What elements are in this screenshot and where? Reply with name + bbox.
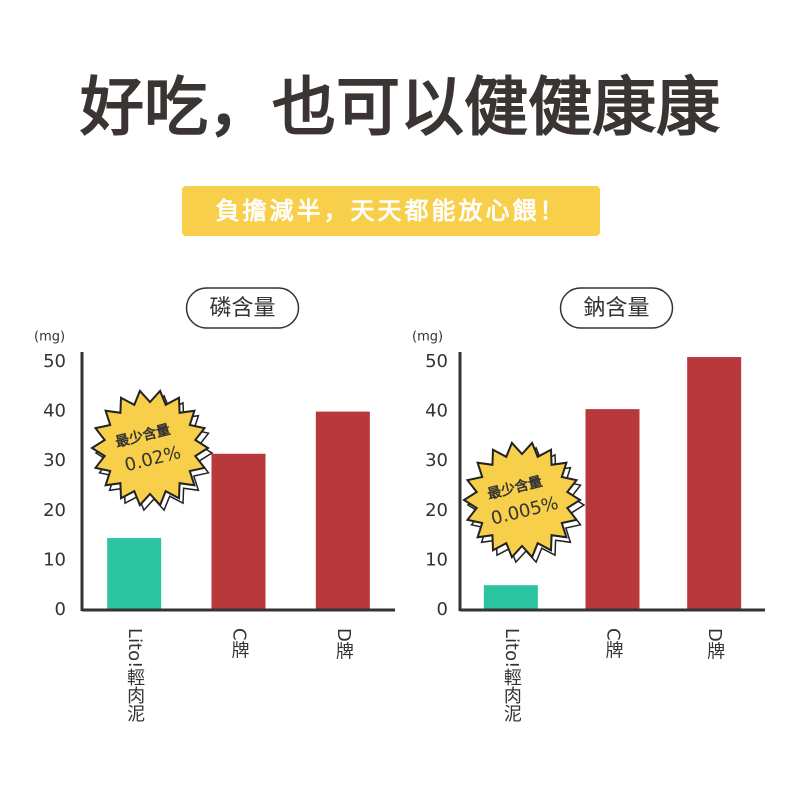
y-tick-label: 10 (43, 549, 66, 570)
y-tick-label: 30 (425, 450, 448, 471)
bar (107, 538, 162, 610)
main-title: 好吃，也可以健健康康 (79, 72, 720, 146)
y-tick-label: 50 (425, 351, 448, 372)
y-tick-label: 20 (425, 500, 448, 521)
x-tick-label: Lito!輕肉泥 (501, 628, 522, 722)
chart-title-pill (185, 287, 300, 329)
badge (462, 441, 582, 559)
y-unit: (mg) (34, 330, 65, 345)
subtitle-box (182, 186, 600, 236)
y-unit: (mg) (412, 330, 443, 345)
chart-title: 磷含量 (209, 296, 275, 321)
chart-title-pill (559, 287, 674, 329)
x-tick-label: D牌 (333, 628, 354, 660)
subtitle: 負擔減半，天天都能放心餵！ (216, 197, 567, 225)
y-tick-label: 40 (43, 401, 66, 422)
bar (483, 585, 538, 610)
y-tick-label: 40 (425, 401, 448, 422)
y-tick-label: 30 (43, 450, 66, 471)
x-tick-label: D牌 (704, 628, 725, 660)
x-tick-label: C牌 (603, 628, 624, 659)
y-tick-label: 10 (425, 549, 448, 570)
y-tick-label: 0 (437, 599, 448, 620)
x-tick-label: Lito!輕肉泥 (124, 628, 145, 722)
bar (315, 411, 370, 610)
badge (90, 389, 210, 507)
y-tick-label: 0 (55, 599, 66, 620)
chart-title: 鈉含量 (583, 296, 649, 321)
bar (687, 357, 742, 610)
y-tick-label: 20 (43, 500, 66, 521)
bar (585, 409, 640, 610)
bar (211, 453, 266, 610)
y-tick-label: 50 (43, 351, 66, 372)
x-tick-label: C牌 (229, 628, 250, 659)
